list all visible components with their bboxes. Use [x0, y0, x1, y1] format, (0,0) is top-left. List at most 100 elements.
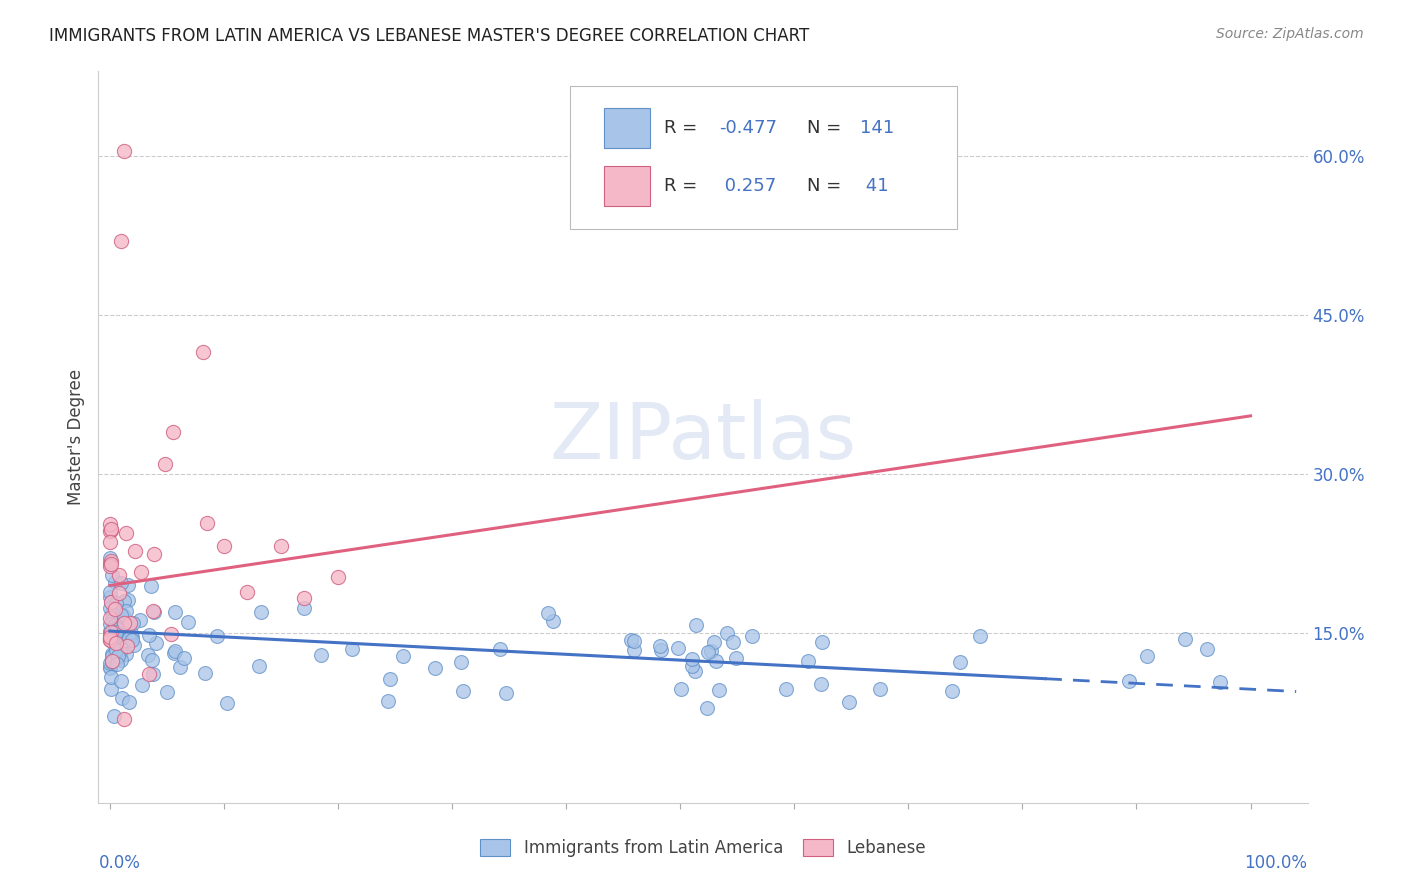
Point [716, 626, 738, 640]
Point [98, 611, 121, 625]
Text: 0.257: 0.257 [718, 178, 776, 195]
Point [100, 655, 122, 669]
Point [666, 641, 689, 656]
Point [163, 646, 186, 660]
Point [145, 636, 167, 650]
Point [156, 685, 179, 699]
Point [111, 691, 134, 706]
Point [101, 567, 124, 582]
Point [117, 578, 139, 592]
Point [193, 345, 215, 359]
Point [98, 661, 121, 675]
Point [1136, 649, 1159, 664]
Point [741, 629, 763, 643]
Point [810, 677, 832, 691]
Point [162, 425, 184, 439]
Bar [603, 108, 650, 148]
Point [685, 618, 707, 632]
Point [340, 641, 363, 656]
Point [98, 551, 121, 566]
Point [98, 660, 121, 674]
Point [110, 673, 132, 688]
Point [120, 626, 142, 640]
Text: 141: 141 [860, 119, 894, 136]
Point [100, 523, 122, 537]
Point [709, 683, 731, 698]
Point [98, 534, 121, 549]
Point [696, 645, 718, 659]
Text: 0.0%: 0.0% [98, 854, 141, 872]
Point [141, 604, 163, 618]
Point [103, 708, 125, 723]
Point [118, 632, 141, 646]
Text: Source: ZipAtlas.com: Source: ZipAtlas.com [1216, 27, 1364, 41]
Point [704, 655, 727, 669]
Point [101, 634, 124, 648]
Point [725, 651, 748, 665]
Point [118, 695, 141, 709]
Point [112, 712, 135, 726]
Point [117, 593, 139, 607]
Point [98, 517, 121, 532]
Point [98, 616, 121, 631]
Point [104, 574, 127, 589]
Point [207, 629, 229, 643]
Point [121, 631, 143, 645]
Point [1209, 675, 1232, 690]
Point [110, 576, 132, 591]
Text: N =: N = [807, 119, 846, 136]
Point [112, 594, 135, 608]
Point [100, 625, 122, 640]
Text: 41: 41 [860, 178, 889, 195]
Point [112, 607, 135, 622]
Point [108, 619, 131, 633]
Point [141, 653, 163, 667]
Point [131, 566, 153, 580]
Point [941, 684, 963, 698]
Point [650, 640, 672, 654]
Point [235, 585, 257, 599]
Point [292, 600, 315, 615]
Point [104, 618, 127, 632]
Point [100, 595, 122, 609]
Point [98, 632, 121, 646]
Point [105, 621, 128, 635]
Point [108, 621, 131, 635]
Text: R =: R = [664, 119, 703, 136]
Point [115, 639, 138, 653]
Point [129, 613, 152, 627]
Point [107, 615, 129, 629]
Point [98, 555, 121, 569]
Point [131, 677, 153, 691]
Text: ZIPatlas: ZIPatlas [550, 399, 856, 475]
Point [681, 658, 703, 673]
Point [391, 648, 413, 663]
Point [112, 634, 135, 648]
Point [699, 644, 721, 658]
Point [100, 594, 122, 608]
Point [98, 631, 121, 645]
Y-axis label: Master's Degree: Master's Degree [66, 369, 84, 505]
Point [108, 627, 131, 641]
Point [98, 601, 121, 615]
Point [143, 547, 166, 561]
Point [105, 636, 128, 650]
Point [650, 642, 672, 657]
Point [101, 649, 124, 664]
Point [98, 629, 121, 643]
Point [669, 682, 692, 697]
Point [105, 622, 128, 636]
Point [1118, 673, 1140, 688]
Point [1195, 642, 1218, 657]
Point [105, 632, 128, 646]
Point [122, 638, 145, 652]
Point [796, 654, 818, 668]
Point [212, 540, 235, 554]
Point [165, 644, 187, 658]
Point [98, 557, 121, 571]
Point [100, 607, 122, 621]
Point [107, 649, 129, 664]
Point [98, 626, 121, 640]
Point [105, 617, 128, 632]
Text: IMMIGRANTS FROM LATIN AMERICA VS LEBANESE MASTER'S DEGREE CORRELATION CHART: IMMIGRANTS FROM LATIN AMERICA VS LEBANES… [49, 27, 810, 45]
